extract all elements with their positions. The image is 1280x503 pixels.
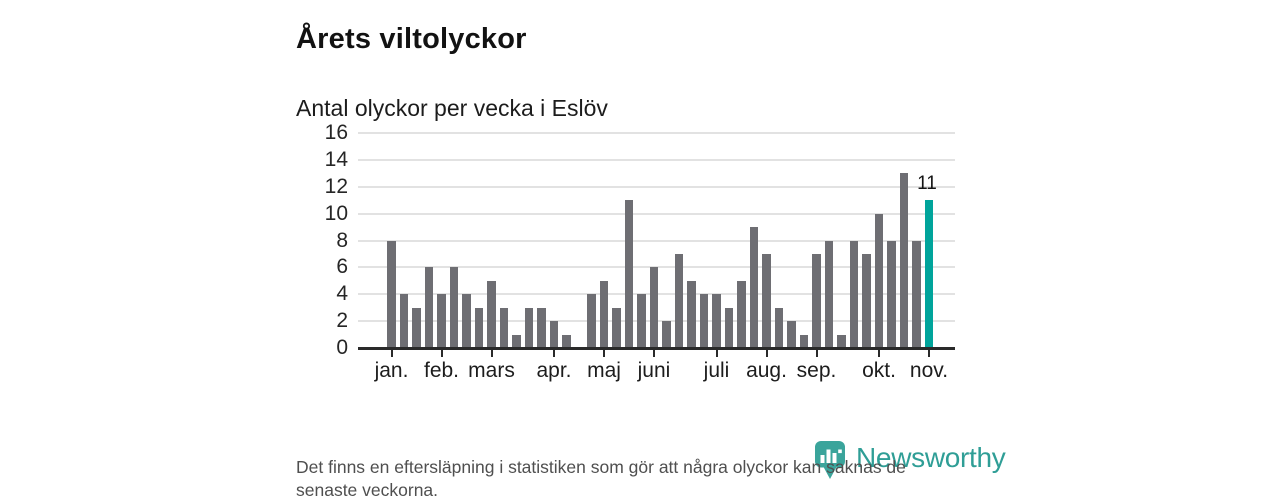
x-tick-sep: [816, 350, 818, 357]
bar-week-22: [650, 267, 659, 348]
y-axis-label-0: 0: [288, 336, 348, 360]
bar-week-34: [800, 335, 809, 348]
x-tick-juni: [653, 350, 655, 357]
bar-week-42: [900, 173, 909, 348]
bar-week-11: [512, 335, 521, 348]
bar-week-27: [712, 294, 721, 348]
bar-week-43: [912, 241, 921, 349]
x-tick-mars: [491, 350, 493, 357]
gridline-10: [358, 213, 955, 215]
y-axis-label-14: 14: [288, 148, 348, 172]
bar-week-37: [837, 335, 846, 348]
bar-week-32: [775, 308, 784, 348]
x-axis-label-nov: nov.: [881, 359, 977, 383]
bar-week-21: [637, 294, 646, 348]
x-tick-maj: [603, 350, 605, 357]
x-tick-okt: [878, 350, 880, 357]
y-axis-label-6: 6: [288, 255, 348, 279]
gridline-16: [358, 132, 955, 134]
bar-week-3: [412, 308, 421, 348]
bar-week-19: [612, 308, 621, 348]
x-tick-feb: [441, 350, 443, 357]
bar-week-5: [437, 294, 446, 348]
highlight-value-label: 11: [903, 173, 951, 195]
bar-week-41: [887, 241, 896, 349]
y-axis-label-2: 2: [288, 309, 348, 333]
bar-week-26: [700, 294, 709, 348]
bar-week-40: [875, 214, 884, 348]
bar-week-39: [862, 254, 871, 348]
bar-week-2: [400, 294, 409, 348]
bar-week-12: [525, 308, 534, 348]
bar-week-25: [687, 281, 696, 348]
bar-week-44-highlighted: [925, 200, 934, 348]
bar-week-35: [812, 254, 821, 348]
bar-week-29: [737, 281, 746, 348]
gridline-14: [358, 159, 955, 161]
bar-week-28: [725, 308, 734, 348]
y-axis-label-10: 10: [288, 202, 348, 226]
y-axis-label-8: 8: [288, 229, 348, 253]
bar-week-20: [625, 200, 634, 348]
bar-week-7: [462, 294, 471, 348]
bar-week-6: [450, 267, 459, 348]
bar-week-9: [487, 281, 496, 348]
x-axis-line: [358, 347, 955, 350]
bar-week-31: [762, 254, 771, 348]
y-axis-label-16: 16: [288, 121, 348, 145]
x-tick-jan: [391, 350, 393, 357]
bar-week-36: [825, 241, 834, 349]
footnote-line-1: Det finns en eftersläpning i statistiken…: [296, 457, 906, 477]
footnote-line-2: senaste veckorna.: [296, 480, 438, 500]
bar-week-15: [562, 335, 571, 348]
footnote: Det finns en eftersläpning i statistiken…: [296, 456, 996, 503]
gridline-12: [358, 186, 955, 188]
y-axis-label-12: 12: [288, 175, 348, 199]
bar-week-10: [500, 308, 509, 348]
gridline-8: [358, 240, 955, 242]
x-tick-juli: [716, 350, 718, 357]
bar-week-38: [850, 241, 859, 349]
bar-week-1: [387, 241, 396, 349]
y-axis-label-4: 4: [288, 282, 348, 306]
x-tick-nov: [928, 350, 930, 357]
bar-week-13: [537, 308, 546, 348]
bar-week-4: [425, 267, 434, 348]
x-tick-apr: [553, 350, 555, 357]
bar-week-30: [750, 227, 759, 348]
x-tick-aug: [766, 350, 768, 357]
bar-week-14: [550, 321, 559, 348]
bar-week-17: [587, 294, 596, 348]
bar-week-24: [675, 254, 684, 348]
bar-week-18: [600, 281, 609, 348]
bar-week-33: [787, 321, 796, 348]
bar-week-23: [662, 321, 671, 348]
bar-week-8: [475, 308, 484, 348]
